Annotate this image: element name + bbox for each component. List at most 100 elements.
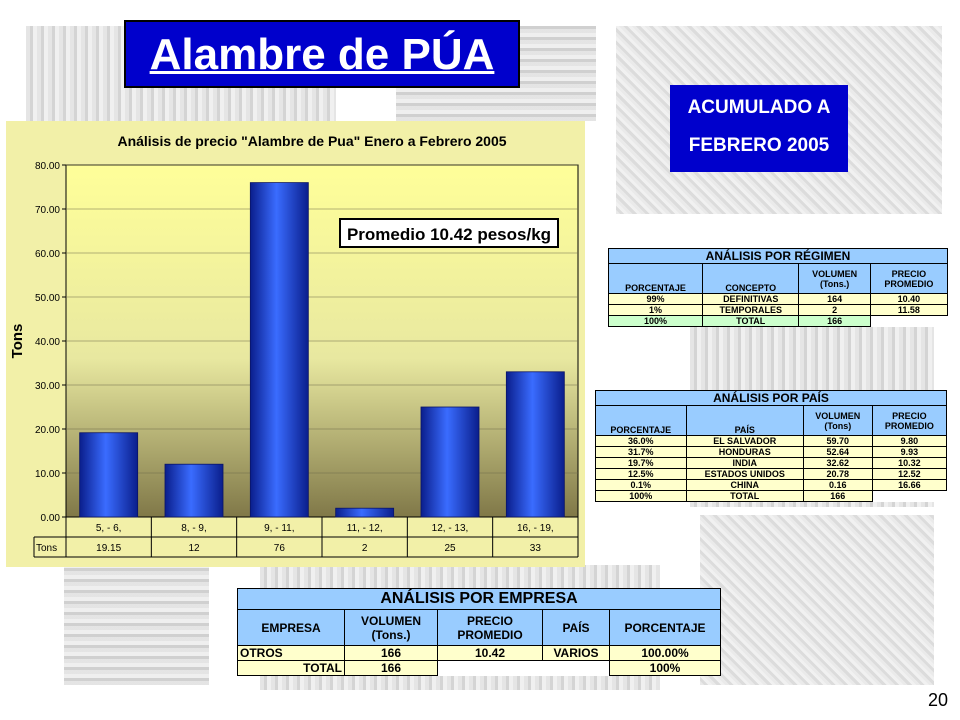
regimen-header-volumen: VOLUMEN (Tons.) — [798, 263, 871, 294]
x-tick-label: 9, - 11, — [264, 523, 294, 534]
empresa-header-precio: PRECIO PROMEDIO — [437, 609, 543, 646]
y-tick-label: 30.00 — [35, 381, 60, 392]
data-label: 25 — [444, 543, 456, 554]
bar — [249, 182, 309, 518]
x-tick-label: 12, - 13, — [432, 523, 469, 534]
y-tick-label: 70.00 — [35, 205, 60, 216]
cell-total-porcentaje: 100% — [607, 315, 704, 327]
empresa-header-volumen-line2: (Tons.) — [371, 627, 411, 642]
empresa-header-volumen-line1: VOLUMEN — [361, 613, 421, 628]
table-row: 0.1% CHINA 0.16 16.66 — [595, 479, 948, 491]
cell-total-empresa: TOTAL — [237, 660, 345, 676]
empresa-header-empresa: EMPRESA — [237, 609, 345, 646]
cell-porcentaje: 36.0% — [595, 435, 687, 447]
data-label: 19.15 — [96, 543, 121, 554]
pais-header-volumen-line2: (Tons) — [824, 420, 852, 431]
x-tick-label: 5, - 6, — [96, 523, 122, 534]
cell-porcentaje: 0.1% — [595, 479, 687, 491]
x-tick-label: 16, - 19, — [517, 523, 554, 534]
bar — [505, 371, 565, 518]
pais-header-precio-line1: PRECIO — [892, 410, 927, 421]
cell-total-porcentaje: 100% — [609, 660, 721, 676]
cell-precio: 10.42 — [437, 645, 543, 661]
regimen-header-precio: PRECIO PROMEDIO — [869, 263, 949, 294]
data-label: 2 — [362, 543, 368, 554]
pais-header-porcentaje: PORCENTAJE — [595, 405, 687, 436]
empresa-header-precio-line1: PRECIO — [466, 613, 513, 628]
cell-precio: 16.66 — [871, 479, 948, 491]
cell-porcentaje: 12.5% — [595, 468, 687, 480]
cell-concepto: TEMPORALES — [702, 304, 800, 316]
data-label: 76 — [274, 543, 286, 554]
regimen-header-porcentaje: PORCENTAJE — [607, 263, 704, 294]
table-row: 99% DEFINITIVAS 164 10.40 — [607, 293, 949, 305]
cell-volumen: 0.16 — [802, 479, 873, 491]
period-line-2: FEBRERO 2005 — [688, 135, 830, 156]
cell-total-volumen: 166 — [798, 315, 871, 327]
pais-header-pais: PAÍS — [685, 405, 804, 436]
data-label: 33 — [530, 543, 542, 554]
cell-porcentaje: 31.7% — [595, 446, 687, 458]
title-banner: Alambre de PÚA — [124, 20, 520, 88]
table-row: 31.7% HONDURAS 52.64 9.93 — [595, 446, 948, 458]
y-tick-label: 80.00 — [35, 161, 60, 172]
cell-total-concepto: TOTAL — [702, 315, 800, 327]
cell-empty — [872, 490, 947, 502]
period-line-1: ACUMULADO A — [687, 97, 831, 118]
regimen-table: ANÁLISIS POR RÉGIMEN PORCENTAJE CONCEPTO… — [607, 248, 949, 327]
cell-pais: ESTADOS UNIDOS — [685, 468, 804, 480]
cell-porcentaje: 1% — [607, 304, 704, 316]
y-axis-label: Tons — [9, 324, 26, 359]
x-tick-label: 8, - 9, — [181, 523, 207, 534]
cell-volumen: 32.62 — [802, 457, 873, 469]
y-tick-label: 0.00 — [41, 513, 61, 524]
cell-pais: VARIOS — [542, 645, 610, 661]
cell-volumen: 166 — [344, 645, 438, 661]
bar — [164, 463, 224, 518]
pais-header-volumen-line1: VOLUMEN — [815, 410, 861, 421]
cell-pais: EL SALVADOR — [685, 435, 804, 447]
bar — [79, 432, 139, 518]
cell-pais: INDIA — [685, 457, 804, 469]
bar — [335, 507, 395, 518]
regimen-table-title: ANÁLISIS POR RÉGIMEN — [608, 248, 948, 264]
bar — [420, 406, 480, 518]
x-tick-label: 11, - 12, — [347, 523, 383, 534]
cell-volumen: 164 — [798, 293, 871, 305]
empresa-header-precio-line2: PROMEDIO — [457, 627, 523, 642]
table-total-row: 100% TOTAL 166 — [595, 490, 947, 502]
annotation-text: Promedio 10.42 pesos/kg — [347, 225, 551, 244]
chart-title: Análisis de precio "Alambre de Pua" Ener… — [117, 133, 506, 149]
y-tick-label: 40.00 — [35, 337, 60, 348]
empresa-header-pais: PAÍS — [542, 609, 610, 646]
cell-concepto: DEFINITIVAS — [702, 293, 800, 305]
empresa-header-volumen: VOLUMEN (Tons.) — [344, 609, 438, 646]
y-tick-label: 20.00 — [35, 425, 60, 436]
cell-total-volumen: 166 — [344, 660, 438, 676]
cell-empresa: OTROS — [237, 645, 345, 661]
empresa-table: ANÁLISIS POR EMPRESA EMPRESA VOLUMEN (Ton… — [237, 588, 721, 676]
period-banner: ACUMULADO A FEBRERO 2005 — [670, 85, 848, 172]
table-row: 12.5% ESTADOS UNIDOS 20.78 12.52 — [595, 468, 948, 480]
average-annotation: Promedio 10.42 pesos/kg — [339, 218, 559, 248]
cell-total-porcentaje: 100% — [595, 490, 687, 502]
y-tick-label: 50.00 — [35, 293, 60, 304]
cell-empty — [437, 660, 543, 676]
cell-porcentaje: 99% — [607, 293, 704, 305]
regimen-header-precio-line2: PROMEDIO — [884, 278, 934, 289]
cell-precio: 9.93 — [871, 446, 948, 458]
page-number: 20 — [928, 690, 949, 710]
empresa-table-title: ANÁLISIS POR EMPRESA — [237, 588, 721, 610]
cell-pais: HONDURAS — [685, 446, 804, 458]
y-tick-label: 60.00 — [35, 249, 60, 260]
table-row: 1% TEMPORALES 2 11.58 — [607, 304, 949, 316]
price-analysis-chart: Análisis de precio "Alambre de Pua" Ener… — [6, 121, 585, 567]
cell-precio: 10.32 — [871, 457, 948, 469]
table-series-label: Tons — [36, 543, 57, 554]
pais-header-precio: PRECIO PROMEDIO — [871, 405, 948, 436]
cell-volumen: 2 — [798, 304, 871, 316]
pais-table-title: ANÁLISIS POR PAÍS — [595, 390, 947, 406]
cell-precio: 12.52 — [871, 468, 948, 480]
cell-volumen: 20.78 — [802, 468, 873, 480]
regimen-header-precio-line1: PRECIO — [891, 268, 927, 279]
